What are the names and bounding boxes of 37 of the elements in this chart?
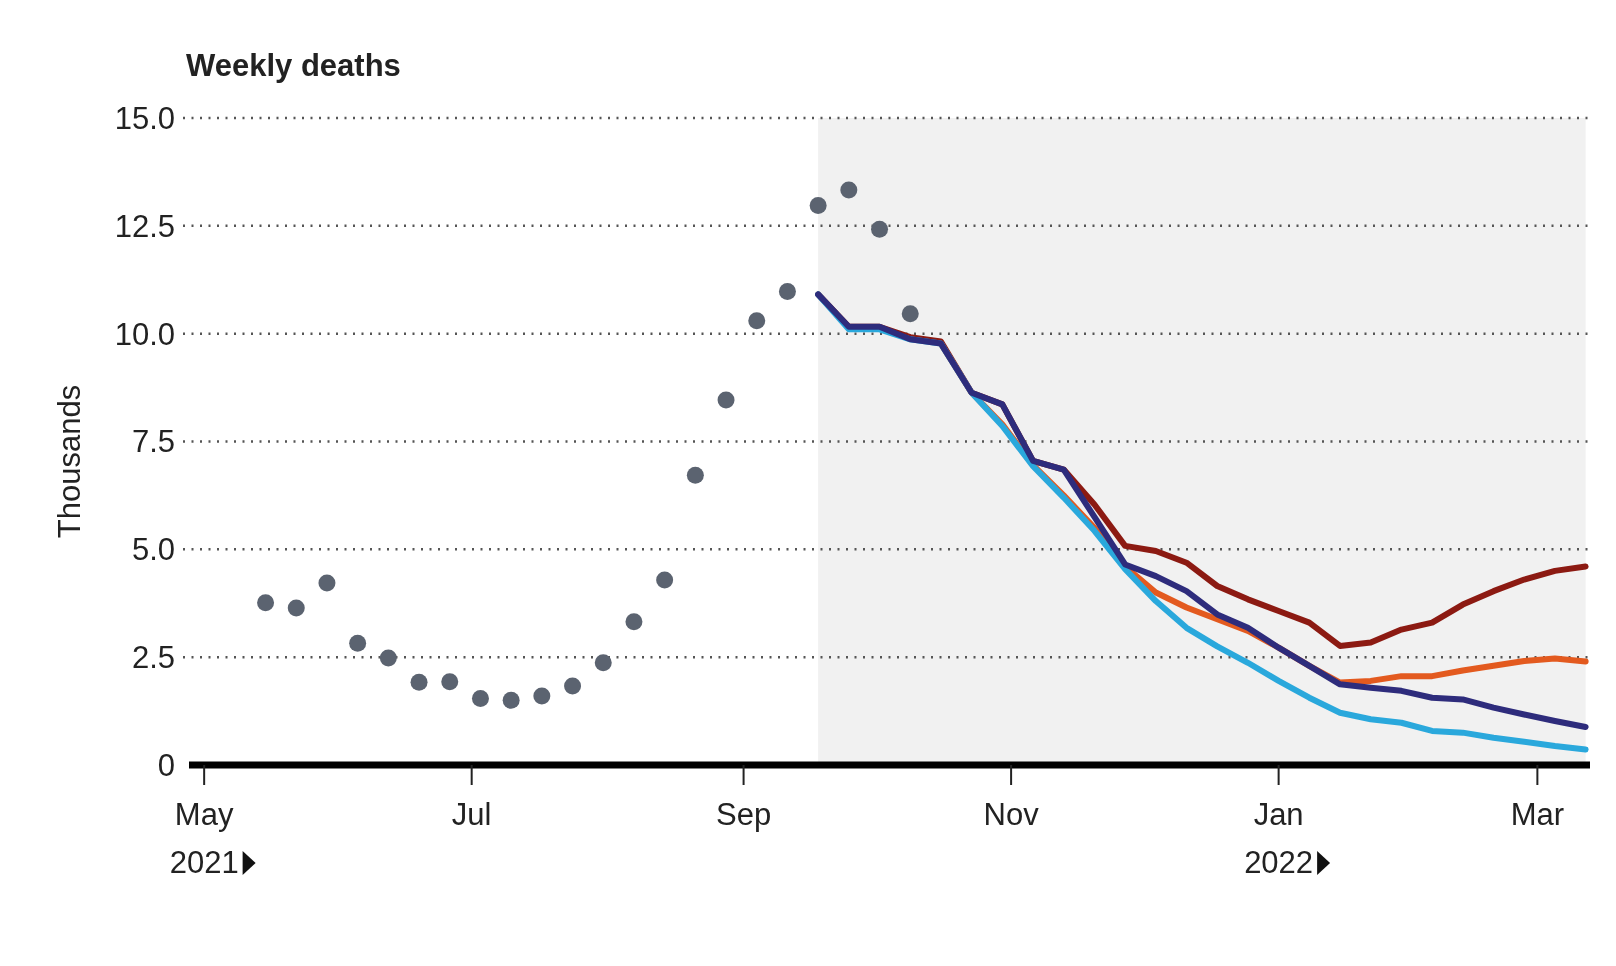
point <box>379 649 397 667</box>
y-tick-label: 5.0 <box>131 532 175 568</box>
point <box>257 594 275 612</box>
point <box>410 673 428 691</box>
y-tick-label: 7.5 <box>131 424 175 460</box>
point <box>533 687 551 705</box>
point <box>349 634 367 652</box>
y-tick-label: 2.5 <box>131 640 175 676</box>
chart-title: Weekly deaths <box>186 48 401 83</box>
x-tick-label: Sep <box>716 797 772 832</box>
point <box>564 677 582 695</box>
x-tick-label: Jan 2022 <box>1244 797 1314 880</box>
x-tick-label: Jul <box>451 797 492 832</box>
point <box>471 690 489 708</box>
point <box>748 312 766 330</box>
point <box>809 197 827 215</box>
point <box>441 673 459 691</box>
x-tick-label: Mar <box>1510 797 1565 832</box>
point <box>594 654 612 672</box>
y-tick-label: 15.0 <box>114 100 175 136</box>
x-tick-label: Nov <box>983 797 1040 832</box>
point <box>871 220 889 238</box>
point <box>840 181 858 199</box>
point <box>502 691 520 709</box>
point <box>287 599 305 617</box>
y-tick-label: 10.0 <box>114 316 175 352</box>
point <box>778 282 796 300</box>
point <box>686 466 704 484</box>
y-axis-title: Thousands <box>52 384 87 539</box>
y-tick-label: 12.5 <box>114 208 175 244</box>
y-tick-label: 0 <box>157 747 175 783</box>
point <box>901 305 919 323</box>
point <box>656 571 674 589</box>
x-tick-label: May 2021 <box>169 797 239 880</box>
point <box>717 391 735 409</box>
point <box>625 613 643 631</box>
point <box>318 574 336 592</box>
